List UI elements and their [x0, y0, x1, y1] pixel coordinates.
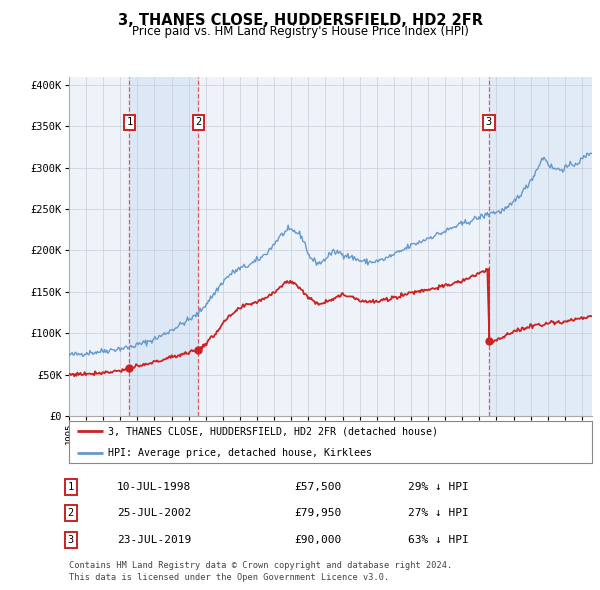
Text: 25-JUL-2002: 25-JUL-2002 — [117, 509, 191, 518]
Text: 3, THANES CLOSE, HUDDERSFIELD, HD2 2FR: 3, THANES CLOSE, HUDDERSFIELD, HD2 2FR — [118, 13, 482, 28]
Text: 3: 3 — [486, 117, 492, 127]
Text: 3, THANES CLOSE, HUDDERSFIELD, HD2 2FR (detached house): 3, THANES CLOSE, HUDDERSFIELD, HD2 2FR (… — [108, 427, 438, 436]
Text: 63% ↓ HPI: 63% ↓ HPI — [408, 535, 469, 545]
Text: 2: 2 — [195, 117, 202, 127]
Text: £79,950: £79,950 — [294, 509, 341, 518]
Text: Contains HM Land Registry data © Crown copyright and database right 2024.: Contains HM Land Registry data © Crown c… — [69, 561, 452, 570]
Text: 27% ↓ HPI: 27% ↓ HPI — [408, 509, 469, 518]
Bar — [489, 77, 592, 416]
Text: HPI: Average price, detached house, Kirklees: HPI: Average price, detached house, Kirk… — [108, 448, 372, 457]
Text: 29% ↓ HPI: 29% ↓ HPI — [408, 482, 469, 491]
Text: 1: 1 — [68, 482, 74, 491]
Text: 23-JUL-2019: 23-JUL-2019 — [117, 535, 191, 545]
Text: £57,500: £57,500 — [294, 482, 341, 491]
Text: 10-JUL-1998: 10-JUL-1998 — [117, 482, 191, 491]
Text: £90,000: £90,000 — [294, 535, 341, 545]
Bar — [130, 77, 198, 416]
Text: 2: 2 — [68, 509, 74, 518]
Text: 1: 1 — [126, 117, 133, 127]
Text: 3: 3 — [68, 535, 74, 545]
Text: Price paid vs. HM Land Registry's House Price Index (HPI): Price paid vs. HM Land Registry's House … — [131, 25, 469, 38]
Text: This data is licensed under the Open Government Licence v3.0.: This data is licensed under the Open Gov… — [69, 573, 389, 582]
